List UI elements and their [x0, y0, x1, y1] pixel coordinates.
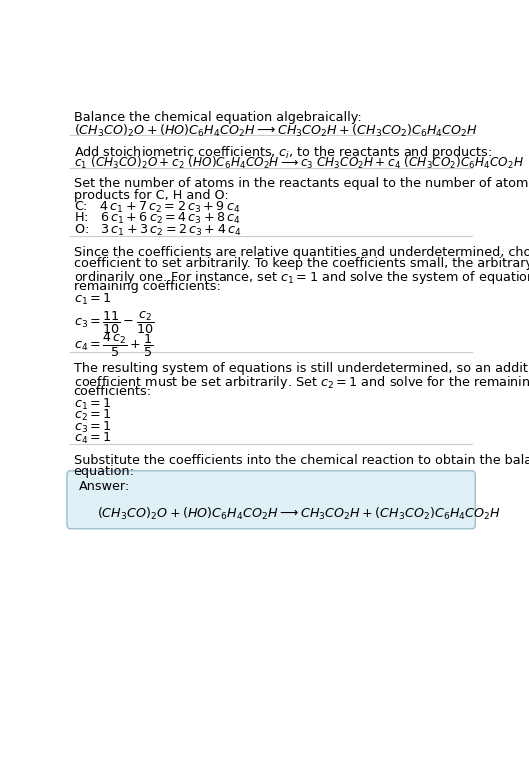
- Text: $c_3 = 1$: $c_3 = 1$: [74, 419, 111, 434]
- Text: $c_1 = 1$: $c_1 = 1$: [74, 397, 111, 412]
- Text: Since the coefficients are relative quantities and underdetermined, choose a: Since the coefficients are relative quan…: [74, 245, 529, 259]
- Text: coefficient must be set arbitrarily. Set $c_2 = 1$ and solve for the remaining: coefficient must be set arbitrarily. Set…: [74, 374, 529, 390]
- FancyBboxPatch shape: [67, 470, 475, 528]
- Text: $c_3 = \dfrac{11}{10} - \dfrac{c_2}{10}$: $c_3 = \dfrac{11}{10} - \dfrac{c_2}{10}$: [74, 310, 154, 336]
- Text: ordinarily one. For instance, set $c_1 = 1$ and solve the system of equations fo: ordinarily one. For instance, set $c_1 =…: [74, 269, 529, 285]
- Text: $(CH_3CO)_2O + (HO)C_6H_4CO_2H \longrightarrow CH_3CO_2H + (CH_3CO_2)C_6H_4CO_2H: $(CH_3CO)_2O + (HO)C_6H_4CO_2H \longrigh…: [74, 122, 478, 139]
- Text: C:   $4\,c_1 + 7\,c_2 = 2\,c_3 + 9\,c_4$: C: $4\,c_1 + 7\,c_2 = 2\,c_3 + 9\,c_4$: [74, 200, 240, 215]
- Text: coefficients:: coefficients:: [74, 385, 152, 398]
- Text: $c_1\ (CH_3CO)_2O + c_2\ (HO)C_6H_4CO_2H \longrightarrow c_3\ CH_3CO_2H + c_4\ (: $c_1\ (CH_3CO)_2O + c_2\ (HO)C_6H_4CO_2H…: [74, 155, 524, 172]
- Text: products for C, H and O:: products for C, H and O:: [74, 189, 228, 201]
- Text: H:   $6\,c_1 + 6\,c_2 = 4\,c_3 + 8\,c_4$: H: $6\,c_1 + 6\,c_2 = 4\,c_3 + 8\,c_4$: [74, 211, 241, 227]
- Text: Add stoichiometric coefficients, $c_i$, to the reactants and products:: Add stoichiometric coefficients, $c_i$, …: [74, 144, 491, 161]
- Text: equation:: equation:: [74, 466, 134, 478]
- Text: The resulting system of equations is still underdetermined, so an additional: The resulting system of equations is sti…: [74, 362, 529, 375]
- Text: Set the number of atoms in the reactants equal to the number of atoms in the: Set the number of atoms in the reactants…: [74, 177, 529, 191]
- Text: $c_2 = 1$: $c_2 = 1$: [74, 408, 111, 423]
- Text: Balance the chemical equation algebraically:: Balance the chemical equation algebraica…: [74, 111, 361, 124]
- Text: $c_4 = 1$: $c_4 = 1$: [74, 431, 111, 446]
- Text: $c_1 = 1$: $c_1 = 1$: [74, 292, 111, 307]
- Text: $c_4 = \dfrac{4\,c_2}{5} + \dfrac{1}{5}$: $c_4 = \dfrac{4\,c_2}{5} + \dfrac{1}{5}$: [74, 332, 153, 359]
- Text: Answer:: Answer:: [78, 481, 130, 493]
- Text: O:   $3\,c_1 + 3\,c_2 = 2\,c_3 + 4\,c_4$: O: $3\,c_1 + 3\,c_2 = 2\,c_3 + 4\,c_4$: [74, 223, 241, 238]
- Text: remaining coefficients:: remaining coefficients:: [74, 280, 221, 293]
- Text: Substitute the coefficients into the chemical reaction to obtain the balanced: Substitute the coefficients into the che…: [74, 454, 529, 467]
- Text: coefficient to set arbitrarily. To keep the coefficients small, the arbitrary va: coefficient to set arbitrarily. To keep …: [74, 257, 529, 270]
- Text: $(CH_3CO)_2O + (HO)C_6H_4CO_2H \longrightarrow CH_3CO_2H + (CH_3CO_2)C_6H_4CO_2H: $(CH_3CO)_2O + (HO)C_6H_4CO_2H \longrigh…: [97, 506, 501, 522]
